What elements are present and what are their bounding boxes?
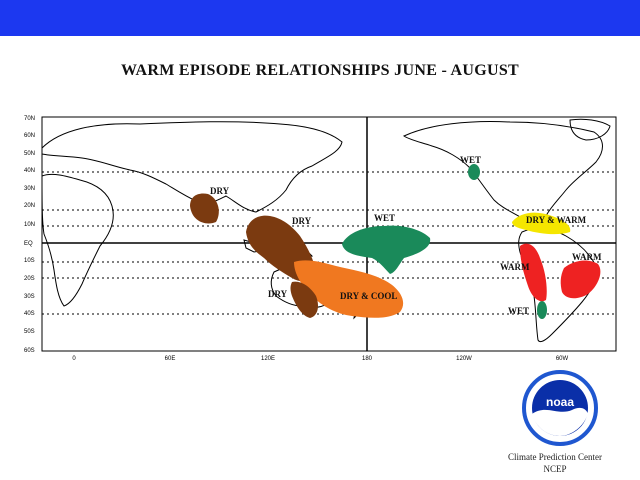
lon-tick: 60E xyxy=(165,356,176,362)
climate-regions xyxy=(190,164,601,319)
lon-tick: 120E xyxy=(261,356,275,362)
region-label: DRY & WARM xyxy=(526,215,587,225)
lon-tick-labels: 0 60E 120E 180 120W 60W xyxy=(72,356,568,362)
lon-tick: 60W xyxy=(556,356,569,362)
lat-tick: 20N xyxy=(24,203,35,209)
lat-tick: 30N xyxy=(24,186,35,192)
region-dry-india xyxy=(190,193,219,224)
region-label: DRY & COOL xyxy=(340,291,397,301)
region-dry-warm xyxy=(512,212,571,235)
region-label: DRY xyxy=(292,216,312,226)
region-wet-pacific xyxy=(342,225,431,274)
region-label: DRY xyxy=(268,289,288,299)
lat-tick: EQ xyxy=(24,241,33,247)
map-title: WARM EPISODE RELATIONSHIPS JUNE - AUGUST xyxy=(121,62,519,79)
map-frame xyxy=(41,116,617,352)
lat-tick: 10S xyxy=(24,258,35,264)
region-label: WARM xyxy=(500,262,530,272)
lat-tick: 60S xyxy=(24,348,35,354)
lat-tick: 60N xyxy=(24,133,35,139)
lat-tick: 40N xyxy=(24,168,35,174)
region-label: WARM xyxy=(572,252,602,262)
region-dry-australia xyxy=(290,281,318,318)
noaa-logo-icon: noaa xyxy=(522,370,598,446)
lat-tick: 50S xyxy=(24,329,35,335)
header-band xyxy=(0,0,640,36)
region-labels: DRY DRY DRY DRY & COOL WET WET WET DRY &… xyxy=(210,155,602,316)
region-label: DRY xyxy=(210,186,230,196)
region-label: WET xyxy=(374,213,395,223)
lat-tick: 40S xyxy=(24,311,35,317)
lat-tick: 20S xyxy=(24,276,35,282)
region-wet-south-america xyxy=(537,301,547,319)
region-wet-north-america xyxy=(468,164,480,180)
africa xyxy=(41,173,114,307)
lon-tick: 0 xyxy=(72,356,76,362)
lon-tick: 120W xyxy=(456,356,472,362)
lon-tick: 180 xyxy=(362,356,373,362)
region-label: WET xyxy=(460,155,481,165)
greenland xyxy=(569,118,611,141)
region-dry-cool xyxy=(294,260,404,318)
lat-tick: 30S xyxy=(24,294,35,300)
lat-tick: 10N xyxy=(24,222,35,228)
lat-tick: 50N xyxy=(24,151,35,157)
region-label: WET xyxy=(508,306,529,316)
lat-tick: 70N xyxy=(24,116,35,122)
eurasia xyxy=(41,121,343,213)
north-america xyxy=(402,121,603,223)
region-warm-east xyxy=(560,260,601,299)
lat-tick-labels: 70N 60N 50N 40N 30N 20N 10N EQ 10S 20S 3… xyxy=(24,116,35,354)
credit-line-1: Climate Prediction Center xyxy=(508,452,602,462)
region-warm-west xyxy=(520,243,547,302)
credit-line-2: NCEP xyxy=(543,464,567,474)
svg-text:noaa: noaa xyxy=(546,395,574,409)
